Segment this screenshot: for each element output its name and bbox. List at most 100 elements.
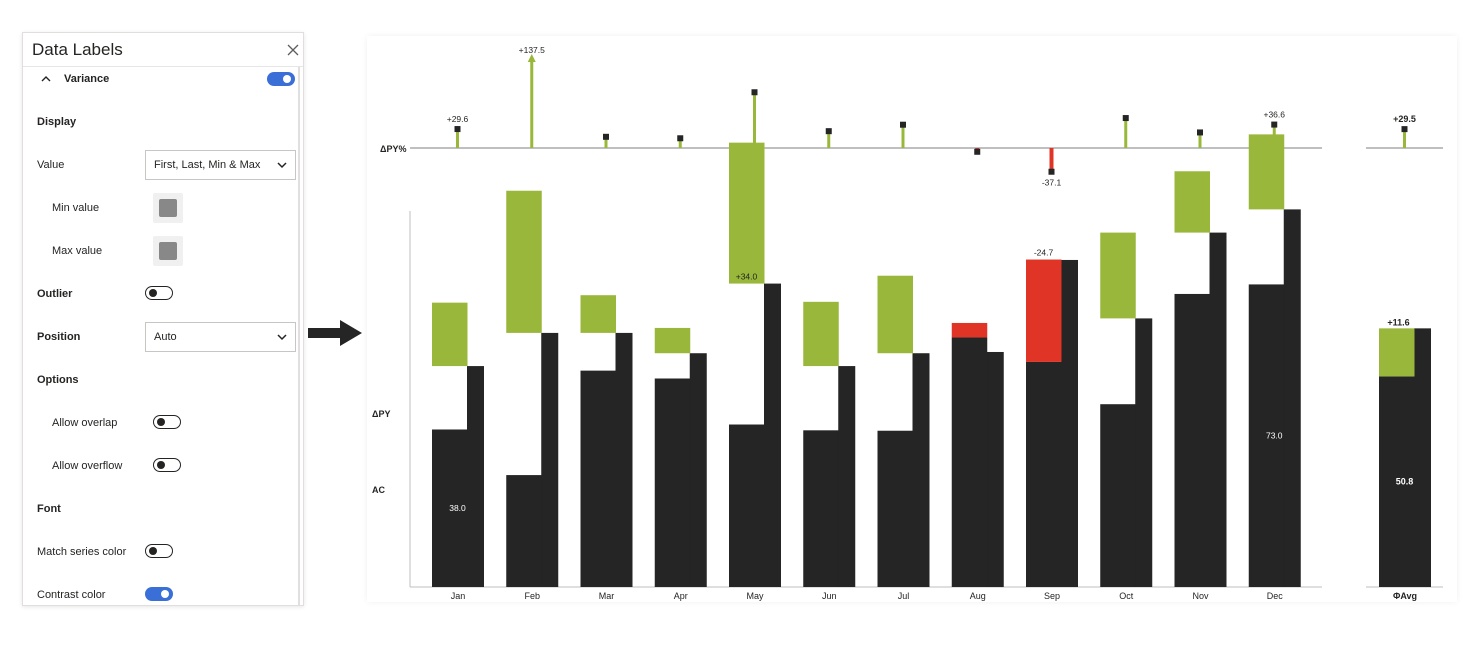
py-bar[interactable] xyxy=(1283,209,1301,587)
ac-bar[interactable] xyxy=(654,378,691,587)
contrast-color-label: Contrast color xyxy=(37,589,106,601)
ac-bar[interactable] xyxy=(729,424,765,587)
match-series-color-toggle[interactable] xyxy=(145,544,173,558)
ac-bar[interactable] xyxy=(803,430,839,587)
outlier-toggle-knob xyxy=(148,288,157,297)
chevron-up-icon[interactable] xyxy=(40,74,52,84)
avg-pct-data-label: +29.5 xyxy=(1393,114,1416,124)
chevron-down-icon xyxy=(277,334,287,341)
value-dropdown-text: First, Last, Min & Max xyxy=(154,159,261,171)
ac-bar[interactable] xyxy=(1100,404,1136,587)
pct-marker[interactable] xyxy=(974,148,981,155)
delta-py-bar[interactable] xyxy=(580,295,617,333)
category-label: Jan xyxy=(451,591,466,601)
max-value-color-picker[interactable] xyxy=(153,236,183,266)
avg-delta-bar[interactable] xyxy=(1379,328,1415,377)
avg-delta-data-label: +11.6 xyxy=(1387,317,1409,327)
ac-bar[interactable] xyxy=(951,337,988,587)
allow-overlap-toggle-knob xyxy=(156,417,165,426)
delta-py-bar[interactable] xyxy=(951,322,988,338)
pct-data-label: -37.1 xyxy=(1042,178,1062,188)
avg-category-label: ΦAvg xyxy=(1393,591,1417,601)
outlier-toggle[interactable] xyxy=(145,286,173,300)
category-label: Feb xyxy=(524,591,540,601)
pct-marker[interactable] xyxy=(825,128,832,135)
close-icon[interactable] xyxy=(285,42,301,58)
delta-py-bar[interactable] xyxy=(1174,171,1211,233)
pct-marker[interactable] xyxy=(603,133,609,140)
allow-overlap-toggle[interactable] xyxy=(153,415,181,429)
ac-bar[interactable] xyxy=(1026,361,1062,587)
py-bar[interactable] xyxy=(467,366,484,587)
delta-py-bar[interactable] xyxy=(1100,232,1136,319)
allow-overflow-toggle[interactable] xyxy=(153,458,181,472)
delta-py-bar[interactable] xyxy=(432,302,468,367)
data-labels-panel: Data Labels Variance Display Value First… xyxy=(22,32,304,606)
pct-marker[interactable] xyxy=(1197,129,1203,136)
ac-bar[interactable] xyxy=(1248,284,1285,587)
position-dropdown-text: Auto xyxy=(154,331,177,343)
category-label: Aug xyxy=(970,591,986,601)
pct-marker[interactable] xyxy=(1122,115,1129,122)
min-value-color-picker[interactable] xyxy=(153,193,183,223)
delta-py-bar[interactable] xyxy=(506,190,542,333)
ac-data-label: 38.0 xyxy=(449,503,466,513)
chevron-down-icon xyxy=(277,162,287,169)
pct-marker[interactable] xyxy=(454,126,461,133)
py-bar[interactable] xyxy=(912,353,930,587)
category-label: Apr xyxy=(674,591,688,601)
py-bar[interactable] xyxy=(1209,232,1227,588)
pct-marker[interactable] xyxy=(1048,168,1055,175)
pct-marker[interactable] xyxy=(751,89,758,96)
category-label: May xyxy=(746,591,764,601)
delta-py-bar[interactable] xyxy=(1026,259,1062,362)
ac-bar[interactable] xyxy=(1174,293,1211,587)
py-bar[interactable] xyxy=(764,283,781,587)
category-label: Oct xyxy=(1119,591,1134,601)
panel-scrollbar[interactable] xyxy=(298,67,300,605)
py-bar[interactable] xyxy=(1061,259,1078,587)
ac-bar[interactable] xyxy=(580,370,617,587)
chart-canvas: ΔPY% ΔPY AC Jan 38.0 +29.6 Feb +137.5 Mar Apr May +… xyxy=(372,45,1443,601)
py-bar[interactable] xyxy=(1135,318,1153,587)
outlier-label: Outlier xyxy=(37,288,73,300)
delta-py-bar[interactable] xyxy=(1248,134,1285,210)
delta-data-label: +34.0 xyxy=(736,272,758,282)
variance-section-label[interactable]: Variance xyxy=(64,73,110,85)
category-label: Dec xyxy=(1267,591,1284,601)
position-dropdown[interactable]: Auto xyxy=(145,322,296,352)
ac-bar[interactable] xyxy=(877,430,914,587)
avg-pct-marker[interactable] xyxy=(1401,126,1408,133)
pct-marker[interactable] xyxy=(900,121,906,128)
delta-py-bar[interactable] xyxy=(803,301,839,367)
py-bar[interactable] xyxy=(838,366,856,587)
py-bar[interactable] xyxy=(986,351,1004,587)
category-label: Sep xyxy=(1044,591,1060,601)
match-series-color-toggle-knob xyxy=(148,546,157,555)
ac-bar[interactable] xyxy=(432,429,468,587)
display-header: Display xyxy=(37,116,77,128)
py-bar[interactable] xyxy=(689,353,707,587)
value-dropdown[interactable]: First, Last, Min & Max xyxy=(145,150,296,180)
avg-ac-data-label: 50.8 xyxy=(1396,477,1414,487)
options-header: Options xyxy=(37,374,79,386)
row-label-ac: AC xyxy=(372,485,385,495)
ac-data-label: 73.0 xyxy=(1266,431,1283,441)
delta-py-bar[interactable] xyxy=(877,275,914,354)
avg-ac-bar[interactable] xyxy=(1379,376,1415,587)
allow-overflow-label: Allow overflow xyxy=(52,460,123,472)
pct-marker[interactable] xyxy=(1271,121,1278,128)
contrast-color-toggle[interactable] xyxy=(145,587,173,601)
py-bar[interactable] xyxy=(615,332,633,587)
delta-py-bar[interactable] xyxy=(654,327,691,354)
panel-title: Data Labels xyxy=(32,40,123,59)
pct-overflow-marker[interactable] xyxy=(527,54,536,62)
delta-py-bar[interactable] xyxy=(729,142,765,284)
pct-marker[interactable] xyxy=(677,135,684,142)
variance-toggle[interactable] xyxy=(267,72,295,86)
row-label-dpy: ΔPY xyxy=(372,409,390,419)
pct-data-label: +137.5 xyxy=(519,45,546,55)
py-bar[interactable] xyxy=(541,332,559,587)
avg-py-bar[interactable] xyxy=(1414,328,1431,587)
ac-bar[interactable] xyxy=(506,475,542,587)
